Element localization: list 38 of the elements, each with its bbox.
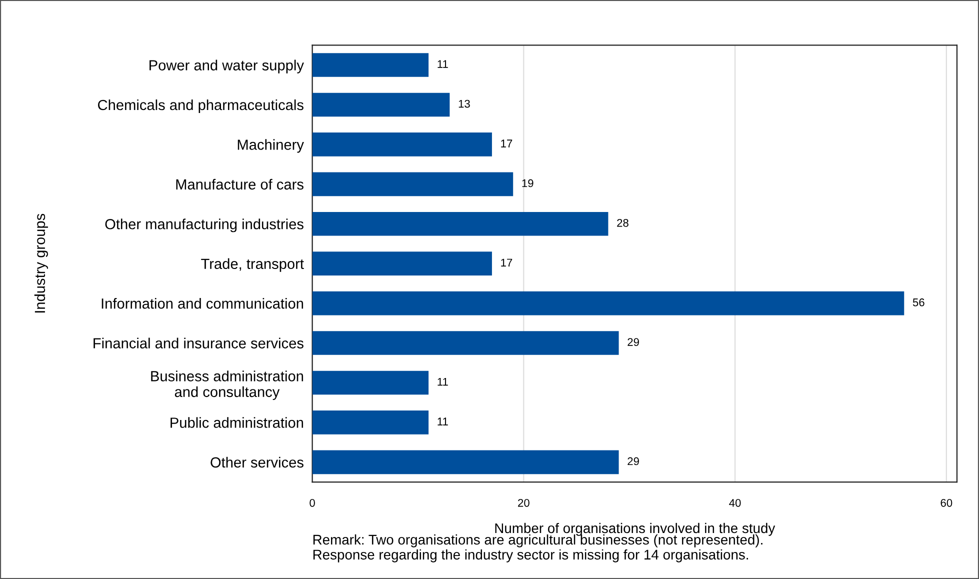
x-tick-label: 60 <box>940 498 952 507</box>
y-tick-label: Public administration <box>170 417 304 428</box>
y-tick-label: Business administration and consultancy <box>151 370 304 400</box>
bar <box>312 172 514 196</box>
bar <box>312 410 429 434</box>
bar <box>312 53 429 77</box>
data-label: 19 <box>522 179 534 188</box>
bar <box>312 92 450 117</box>
bar <box>312 450 619 474</box>
y-tick-label: Information and communication <box>102 298 304 309</box>
x-tick-label: 0 <box>310 498 315 507</box>
y-tick-label: Machinery <box>238 139 304 153</box>
data-label: 29 <box>628 338 639 346</box>
data-label: 11 <box>438 378 448 386</box>
bar <box>312 370 429 395</box>
y-tick-label: Manufacture of cars <box>176 178 304 190</box>
data-label: 13 <box>458 100 470 108</box>
y-tick-label: Other manufacturing industries <box>105 218 304 232</box>
data-label: 17 <box>501 140 512 148</box>
y-tick-label: Chemicals and pharmaceuticals <box>98 99 304 114</box>
y-tick-label: Power and water supply <box>150 60 304 74</box>
bar <box>312 331 619 355</box>
x-tick-label: 40 <box>729 498 741 507</box>
data-label: 17 <box>501 258 512 266</box>
data-label: 28 <box>617 218 628 227</box>
y-tick-label: Trade, transport <box>201 258 304 272</box>
bar <box>312 291 904 316</box>
y-axis-title: Industry groups <box>34 214 48 312</box>
data-label: 56 <box>912 298 924 306</box>
x-tick-label: 20 <box>518 498 530 507</box>
bar <box>312 252 492 276</box>
bar <box>312 132 492 156</box>
y-tick-label: Other services <box>210 456 304 468</box>
data-label: 11 <box>438 60 448 68</box>
data-label: 11 <box>438 418 448 426</box>
data-label: 29 <box>628 457 639 466</box>
y-tick-label: Financial and insurance services <box>94 338 304 348</box>
bar <box>312 212 608 236</box>
